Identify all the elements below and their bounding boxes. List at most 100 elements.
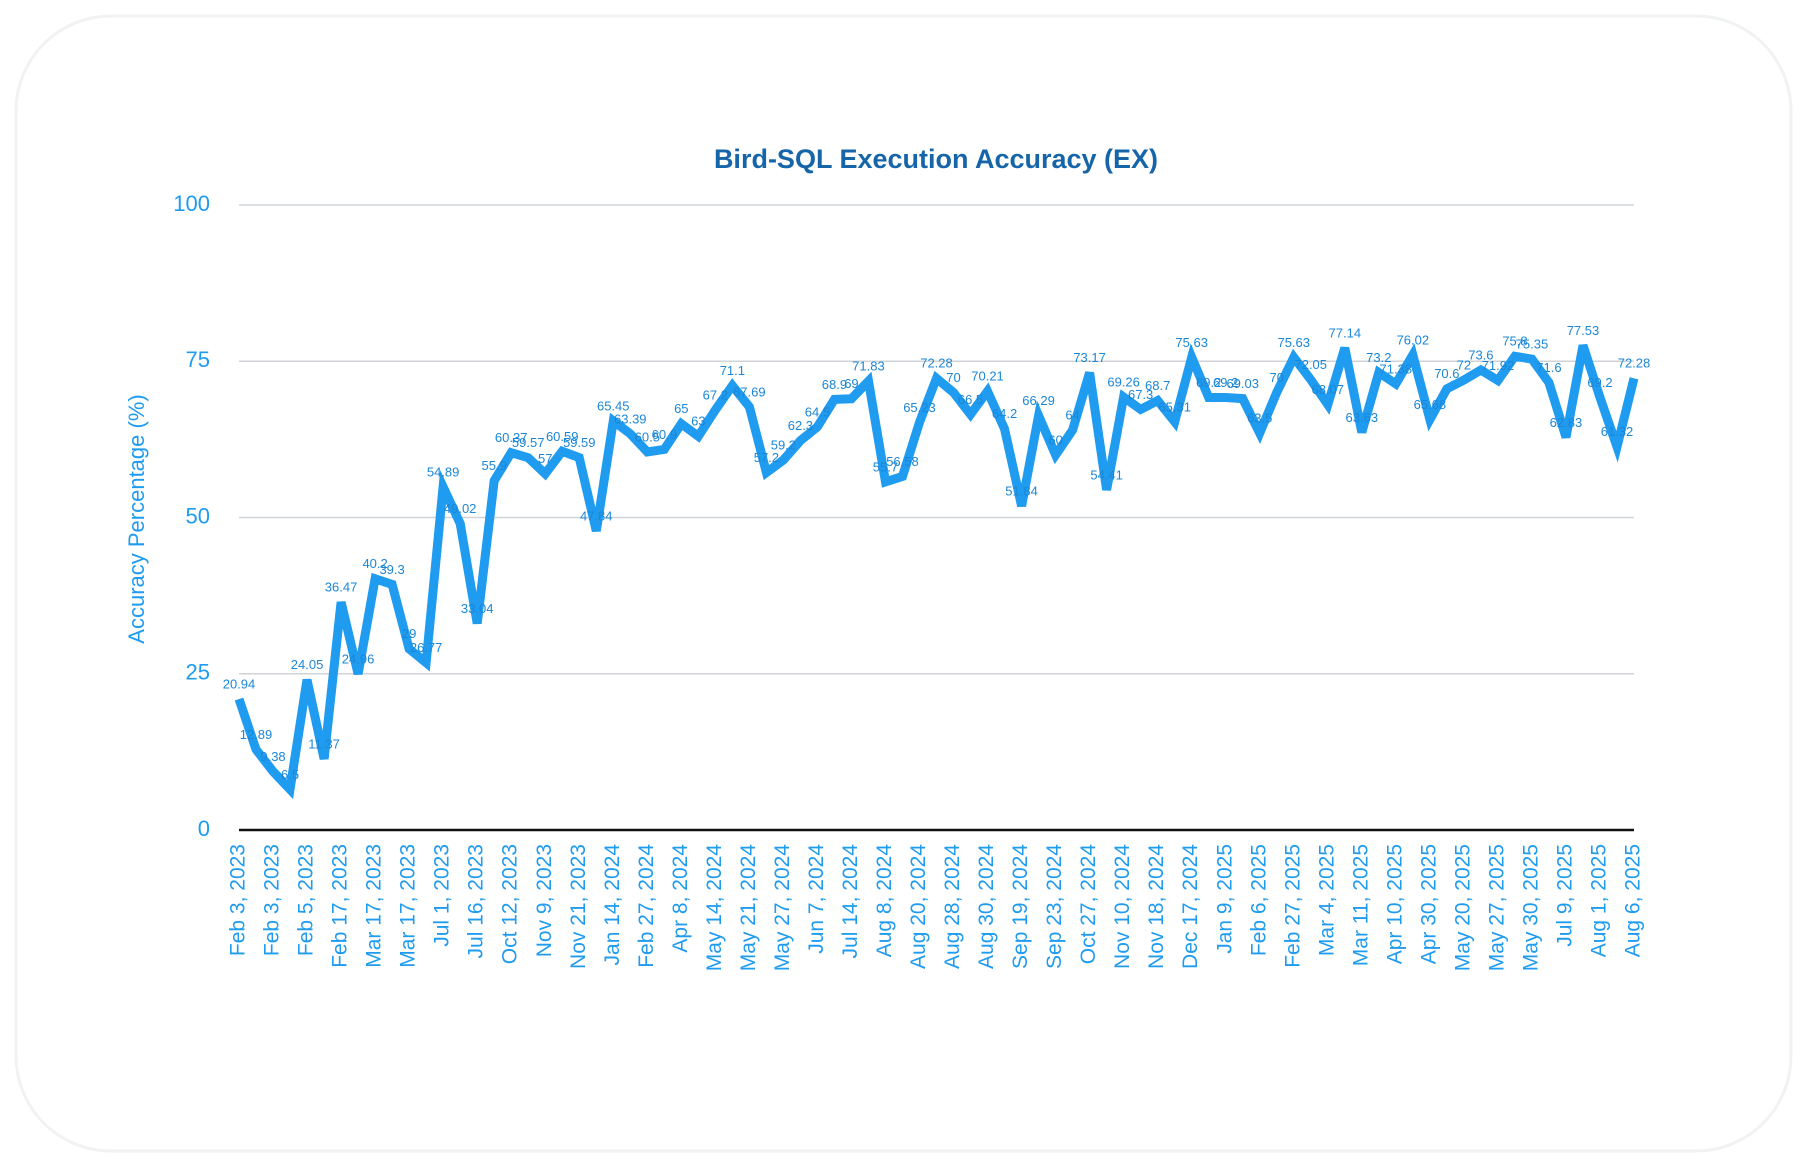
data-label: 75.63 — [1277, 335, 1310, 350]
data-label: 68.07 — [1312, 382, 1345, 397]
y-tick-label: 100 — [173, 191, 210, 216]
data-label: 63 — [691, 414, 705, 429]
data-label: 72.05 — [1294, 357, 1327, 372]
data-label: 51.84 — [1005, 483, 1038, 498]
data-label: 40.2 — [362, 556, 387, 571]
x-tick-label: May 21, 2024 — [737, 844, 760, 972]
x-tick-label: Feb 6, 2025 — [1247, 844, 1270, 956]
data-label: 71.92 — [1482, 358, 1515, 373]
data-label: 65.45 — [597, 398, 630, 413]
data-label: 69.2 — [1196, 375, 1221, 390]
data-label: 24.96 — [342, 651, 375, 666]
data-label: 63.39 — [614, 411, 647, 426]
data-label: 69.2 — [1587, 375, 1612, 390]
x-tick-label: Oct 27, 2024 — [1077, 844, 1100, 965]
data-label: 12.89 — [240, 727, 273, 742]
data-label: 65.23 — [903, 400, 936, 415]
data-label: 60.5 — [635, 429, 660, 444]
data-label: 64 — [1065, 407, 1079, 422]
x-tick-label: Jan 9, 2025 — [1213, 844, 1236, 954]
data-label: 69.03 — [1226, 376, 1259, 391]
data-label: 11.37 — [308, 736, 340, 751]
data-label: 68.7 — [1145, 378, 1170, 393]
data-label: 64.5 — [805, 404, 830, 419]
data-label: 70 — [1270, 370, 1284, 385]
x-tick-label: Mar 11, 2025 — [1349, 844, 1372, 966]
card — [14, 14, 1793, 1153]
data-label: 60.37 — [495, 430, 528, 445]
data-label: 49.02 — [444, 501, 477, 516]
data-label: 55.9 — [482, 458, 507, 473]
x-tick-label: Mar 4, 2025 — [1315, 844, 1338, 956]
data-label: 70.21 — [971, 369, 1004, 384]
x-tick-label: Nov 9, 2023 — [533, 844, 556, 957]
data-label: 73.2 — [1366, 350, 1391, 365]
data-label: 62.83 — [1550, 415, 1583, 430]
x-tick-label: Aug 1, 2025 — [1588, 844, 1611, 957]
data-label: 77.14 — [1329, 325, 1362, 340]
data-label: 66.5 — [958, 392, 983, 407]
y-tick-label: 0 — [198, 816, 210, 841]
data-label: 65 — [674, 401, 688, 416]
x-tick-label: Mar 17, 2023 — [397, 844, 420, 968]
data-label: 63.63 — [1346, 410, 1379, 425]
data-label: 73.17 — [1073, 350, 1106, 365]
data-label: 72.28 — [920, 356, 953, 371]
x-tick-label: May 20, 2025 — [1451, 844, 1474, 971]
data-label: 67.2 — [703, 387, 728, 402]
x-tick-label: Aug 28, 2024 — [941, 844, 964, 969]
x-tick-label: Aug 8, 2024 — [873, 844, 896, 958]
x-tick-label: Nov 10, 2024 — [1111, 844, 1134, 969]
data-label: 76.02 — [1397, 332, 1430, 347]
y-tick-label: 25 — [186, 660, 210, 685]
data-label: 54.41 — [1090, 467, 1123, 482]
x-tick-label: Jul 1, 2023 — [431, 844, 454, 947]
data-label: 77.53 — [1567, 323, 1600, 338]
data-label: 29 — [402, 626, 416, 641]
x-tick-label: Sep 19, 2024 — [1009, 844, 1032, 969]
data-label: 75.8 — [1502, 334, 1527, 349]
data-label: 9.38 — [260, 749, 285, 764]
x-tick-label: Feb 27, 2024 — [635, 844, 658, 968]
data-label: 57 — [538, 451, 552, 466]
data-label: 68.9 — [822, 377, 847, 392]
data-label: 71.83 — [852, 359, 885, 374]
data-label: 72 — [1457, 357, 1471, 372]
data-label: 70 — [946, 370, 960, 385]
data-label: 57.2 — [754, 450, 779, 465]
x-tick-label: Oct 12, 2023 — [499, 844, 522, 964]
data-label: 62.3 — [788, 418, 813, 433]
data-label: 71.6 — [1536, 360, 1561, 375]
x-tick-label: Dec 17, 2024 — [1179, 844, 1202, 969]
data-label: 75.63 — [1175, 335, 1208, 350]
data-label: 54.89 — [427, 464, 460, 479]
x-tick-label: Nov 21, 2023 — [567, 844, 590, 969]
x-tick-label: Mar 17, 2023 — [363, 844, 386, 968]
data-label: 73.6 — [1468, 347, 1493, 362]
x-tick-label: Nov 18, 2024 — [1145, 844, 1168, 969]
x-tick-label: Aug 6, 2025 — [1622, 844, 1645, 957]
x-tick-label: May 27, 2024 — [771, 844, 794, 972]
data-label: 65.31 — [1158, 399, 1191, 414]
data-label: 60.59 — [546, 429, 579, 444]
data-label: 69.2 — [1213, 375, 1238, 390]
x-tick-label: Sep 23, 2024 — [1043, 844, 1066, 969]
data-label: 70.6 — [1434, 366, 1459, 381]
y-tick-label: 50 — [186, 503, 210, 528]
data-label: 60 — [1048, 432, 1062, 447]
x-tick-label: Apr 8, 2024 — [669, 844, 692, 953]
data-label: 61.32 — [1601, 424, 1634, 439]
data-label: 56.58 — [886, 454, 919, 469]
data-label: 72.28 — [1618, 356, 1651, 371]
x-tick-label: Feb 27, 2025 — [1281, 844, 1304, 968]
data-label: 67.3 — [1128, 387, 1153, 402]
data-label: 66.29 — [1022, 393, 1055, 408]
data-label: 71.1 — [720, 363, 745, 378]
x-tick-label: Jul 14, 2024 — [839, 844, 862, 959]
x-tick-label: Apr 10, 2025 — [1383, 844, 1406, 964]
data-label: 69.26 — [1107, 375, 1140, 390]
x-tick-label: May 27, 2025 — [1485, 844, 1508, 971]
x-tick-label: Feb 3, 2023 — [227, 844, 250, 956]
data-label: 75.35 — [1516, 337, 1549, 352]
x-tick-label: Jul 9, 2025 — [1553, 844, 1576, 947]
